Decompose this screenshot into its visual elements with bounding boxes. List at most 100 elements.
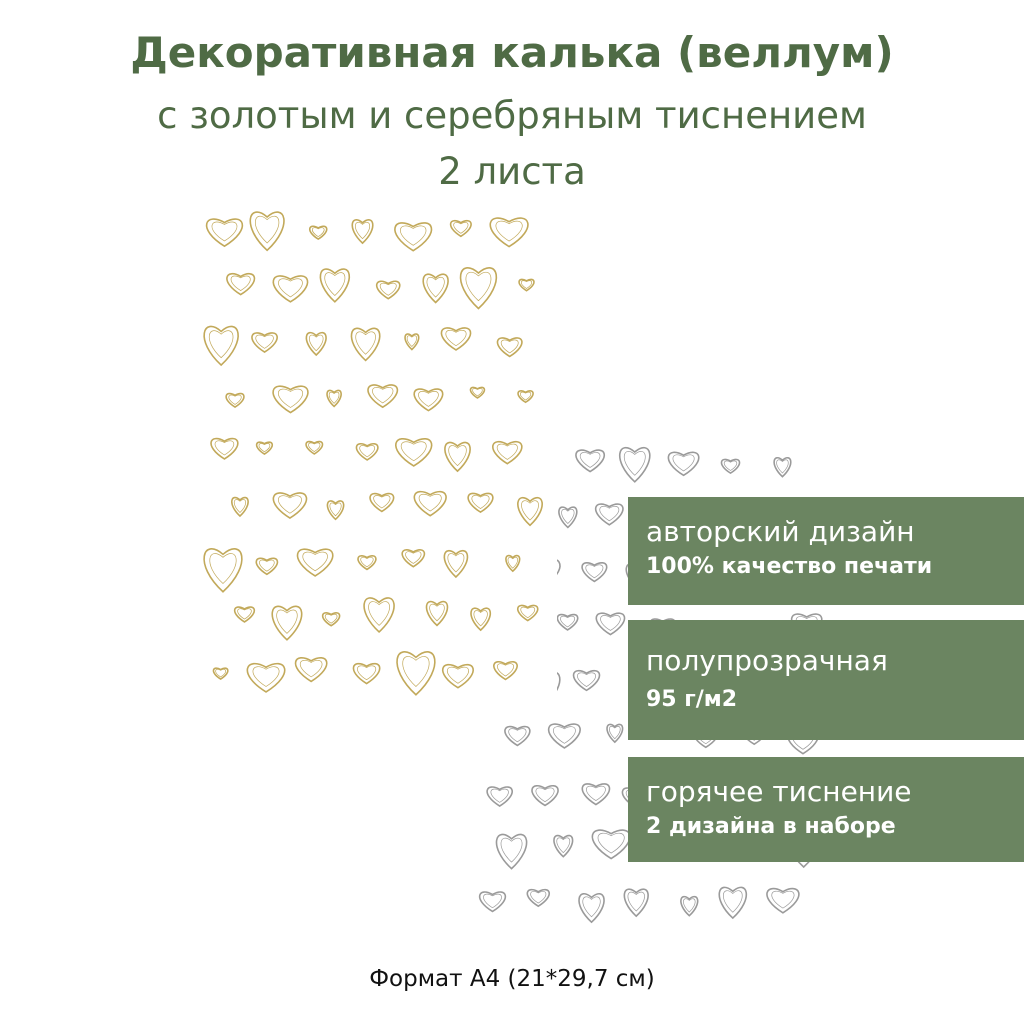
heart <box>597 832 625 854</box>
heart <box>296 548 334 577</box>
heart <box>329 502 342 517</box>
heart <box>556 613 579 631</box>
heart <box>453 222 469 234</box>
heart <box>305 440 324 455</box>
heart <box>249 211 285 252</box>
heart <box>577 672 596 688</box>
heart <box>521 280 533 289</box>
heart <box>445 330 467 347</box>
heart <box>215 668 226 678</box>
heart <box>259 559 275 572</box>
heart <box>429 603 445 622</box>
heart <box>237 608 252 620</box>
heart <box>683 898 696 913</box>
heart <box>493 660 518 681</box>
heart <box>535 787 555 803</box>
heart <box>231 496 249 518</box>
heart <box>594 503 624 526</box>
heart <box>495 220 523 242</box>
heart <box>465 271 492 302</box>
heart <box>585 564 604 579</box>
heart <box>203 548 243 593</box>
heart <box>406 335 417 347</box>
heart <box>518 278 535 292</box>
heart <box>425 600 449 627</box>
heart <box>355 222 370 240</box>
heart <box>357 665 377 681</box>
heart <box>369 492 395 513</box>
heart <box>350 327 381 362</box>
heart <box>680 895 699 917</box>
heart <box>492 440 523 465</box>
heart <box>422 273 449 304</box>
heart <box>773 456 792 478</box>
badge: полупрозрачная 95 г/м2 <box>628 620 1024 740</box>
heart <box>496 443 518 460</box>
heart <box>258 443 271 453</box>
heart <box>508 728 527 743</box>
heart <box>394 437 433 467</box>
heart <box>575 449 605 473</box>
heart <box>324 613 338 624</box>
heart <box>319 268 351 303</box>
heart <box>278 278 303 298</box>
heart <box>418 391 439 407</box>
heart <box>459 267 497 310</box>
heart <box>203 325 239 367</box>
heart <box>489 217 529 248</box>
heart <box>517 604 539 622</box>
heart <box>367 384 399 409</box>
heart <box>600 615 621 631</box>
heart <box>309 225 328 241</box>
heart <box>478 891 507 913</box>
footer: Формат А4 (21*29,7 см) <box>369 966 655 992</box>
title: Декоративная калька (веллум) <box>130 28 894 77</box>
heart <box>233 606 256 623</box>
heart <box>255 557 279 576</box>
heart <box>205 218 244 248</box>
heart <box>252 666 280 687</box>
heart <box>372 387 394 404</box>
heart <box>211 221 238 242</box>
heart <box>405 551 422 564</box>
heart <box>623 451 646 476</box>
heart <box>251 332 278 353</box>
heart <box>426 276 445 298</box>
heart <box>470 607 492 632</box>
heart <box>321 612 341 627</box>
heart <box>443 549 469 579</box>
heart <box>442 663 474 689</box>
heart <box>606 723 624 744</box>
heart <box>352 662 381 685</box>
heart <box>376 280 401 300</box>
heart <box>500 837 523 863</box>
heart <box>723 460 738 471</box>
heart <box>531 785 559 807</box>
heart <box>627 891 645 912</box>
heart <box>278 495 302 514</box>
heart <box>276 609 298 634</box>
heart <box>579 452 601 468</box>
heart <box>560 615 575 628</box>
badge-line: горячее тиснение <box>646 775 912 808</box>
heart <box>359 445 375 458</box>
heart <box>326 389 342 408</box>
heart <box>572 669 601 692</box>
heart <box>355 442 379 461</box>
heart <box>581 562 608 583</box>
heart <box>504 725 531 747</box>
badge: горячее тиснение 2 дизайна в наборе <box>628 757 1024 862</box>
heart <box>272 275 309 303</box>
heart <box>547 723 581 749</box>
heart <box>225 392 245 408</box>
heart <box>520 391 532 401</box>
heart <box>272 385 309 414</box>
heart <box>497 663 514 677</box>
badge-line: авторский дизайн <box>646 515 915 548</box>
gold-sheet-bg <box>195 200 557 718</box>
subtitle: с золотым и серебряным тиснением <box>157 94 867 137</box>
badge-line: 100% качество печати <box>646 554 933 579</box>
heart <box>578 893 605 924</box>
